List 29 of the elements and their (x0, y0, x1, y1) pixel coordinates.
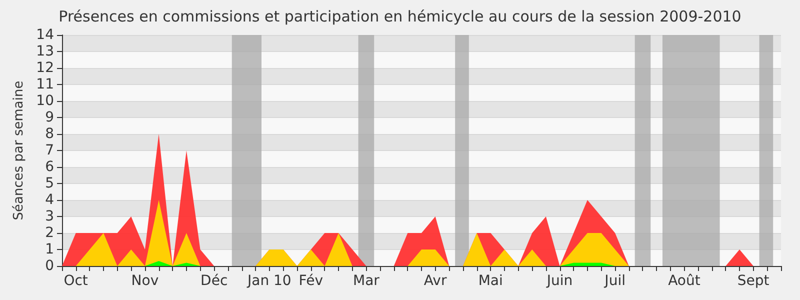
x-tick-label: Juil (604, 273, 626, 289)
y-tick-label: 0 (45, 258, 54, 274)
x-tick-label: Jan 10 (246, 273, 292, 289)
x-tick-label: Juin (546, 273, 573, 289)
x-tick-label: Sept (737, 273, 770, 289)
y-tick-label: 14 (36, 27, 54, 43)
chart-title: Présences en commissions et participation en hémicycle au cours de la session 2009-2010 (58, 8, 742, 26)
y-tick-label: 10 (36, 93, 54, 109)
y-tick-label: 2 (45, 225, 54, 241)
x-tick-label: Fév (298, 273, 323, 289)
x-tick-label: Mar (352, 273, 380, 289)
y-tick-label: 11 (36, 76, 54, 92)
y-tick-label: 9 (45, 110, 54, 126)
x-tick-label: Oct (64, 273, 88, 289)
y-tick-label: 1 (45, 242, 54, 258)
x-tick-label: Août (668, 273, 701, 289)
x-tick-label: Déc (200, 273, 228, 289)
x-tick-label: Mai (478, 273, 503, 289)
y-tick-label: 8 (45, 126, 54, 142)
y-tick-label: 6 (45, 159, 54, 175)
y-tick-label: 4 (45, 192, 54, 208)
x-tick-label: Nov (131, 273, 159, 289)
y-tick-label: 12 (36, 60, 54, 76)
x-tick-label: Avr (424, 273, 447, 289)
y-tick-label: 7 (45, 142, 54, 158)
y-tick-label: 5 (45, 176, 54, 192)
y-tick-label: 13 (36, 44, 54, 60)
y-axis-title: Séances par semaine (11, 80, 26, 220)
y-tick-label: 3 (45, 208, 54, 224)
